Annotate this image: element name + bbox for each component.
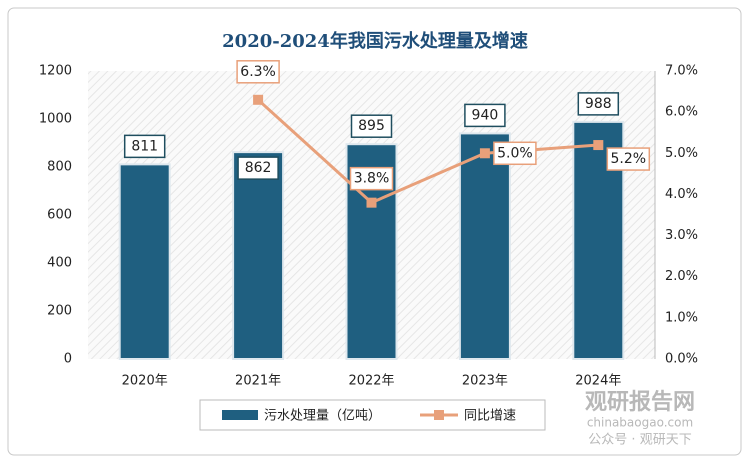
data-label: 5.2% (611, 151, 647, 167)
y2-tick-label: 6.0% (665, 105, 698, 120)
y2-tick-label: 1.0% (665, 310, 698, 325)
data-label-box (350, 114, 393, 138)
data-label: 3.8% (354, 171, 390, 187)
y-tick-label: 0 (64, 352, 72, 367)
y2-tick-label: 4.0% (665, 187, 698, 202)
data-label: 811 (131, 138, 158, 154)
data-label-box (606, 147, 651, 171)
legend-label: 同比增速 (464, 409, 516, 424)
y-tick-label: 800 (47, 160, 72, 175)
line-marker (366, 197, 377, 208)
data-label: 6.3% (240, 64, 276, 80)
y2-tick-label: 0.0% (665, 352, 698, 367)
x-tick-label: 2020年 (122, 374, 168, 389)
bar (458, 132, 511, 360)
x-tick-label: 2022年 (348, 374, 394, 389)
data-label: 940 (472, 107, 499, 123)
y-tick-label: 200 (47, 304, 72, 319)
data-label-box (237, 156, 279, 180)
legend-label: 污水处理量（亿吨） (264, 409, 381, 424)
x-tick-label: 2021年 (235, 374, 281, 389)
watermark: 观研报告网 (585, 390, 695, 415)
y2-tick-label: 2.0% (665, 269, 698, 284)
y-tick-label: 1200 (39, 64, 72, 79)
chart-title: 2020-2024年我国污水处理量及增速 (222, 30, 528, 52)
data-label: 5.0% (497, 145, 533, 161)
y-tick-label: 1000 (39, 112, 72, 127)
data-label: 862 (245, 160, 272, 176)
y2-tick-label: 7.0% (665, 64, 698, 79)
watermark: chinabaogao.com (587, 416, 693, 430)
legend-swatch (434, 410, 444, 420)
line-marker (479, 148, 490, 159)
data-label: 895 (358, 118, 385, 134)
bar (232, 151, 285, 360)
line (257, 98, 599, 205)
data-label-box (236, 60, 280, 84)
bar (118, 163, 171, 360)
x-tick-label: 2024年 (575, 374, 621, 389)
data-label-box (577, 92, 620, 116)
y-tick-label: 400 (47, 256, 72, 271)
line-marker (253, 94, 264, 105)
y2-tick-label: 3.0% (665, 228, 698, 243)
line-marker (593, 140, 604, 151)
data-label: 988 (585, 96, 612, 112)
data-label-box (464, 103, 506, 128)
data-label-box (493, 141, 537, 166)
x-tick-label: 2023年 (462, 374, 508, 389)
y2-tick-label: 5.0% (665, 146, 698, 161)
data-label-box (349, 166, 394, 191)
watermark: 公众号 · 观研天下 (588, 433, 691, 448)
legend-swatch (222, 410, 258, 420)
data-label-box (123, 134, 166, 159)
y-tick-label: 600 (47, 208, 72, 223)
